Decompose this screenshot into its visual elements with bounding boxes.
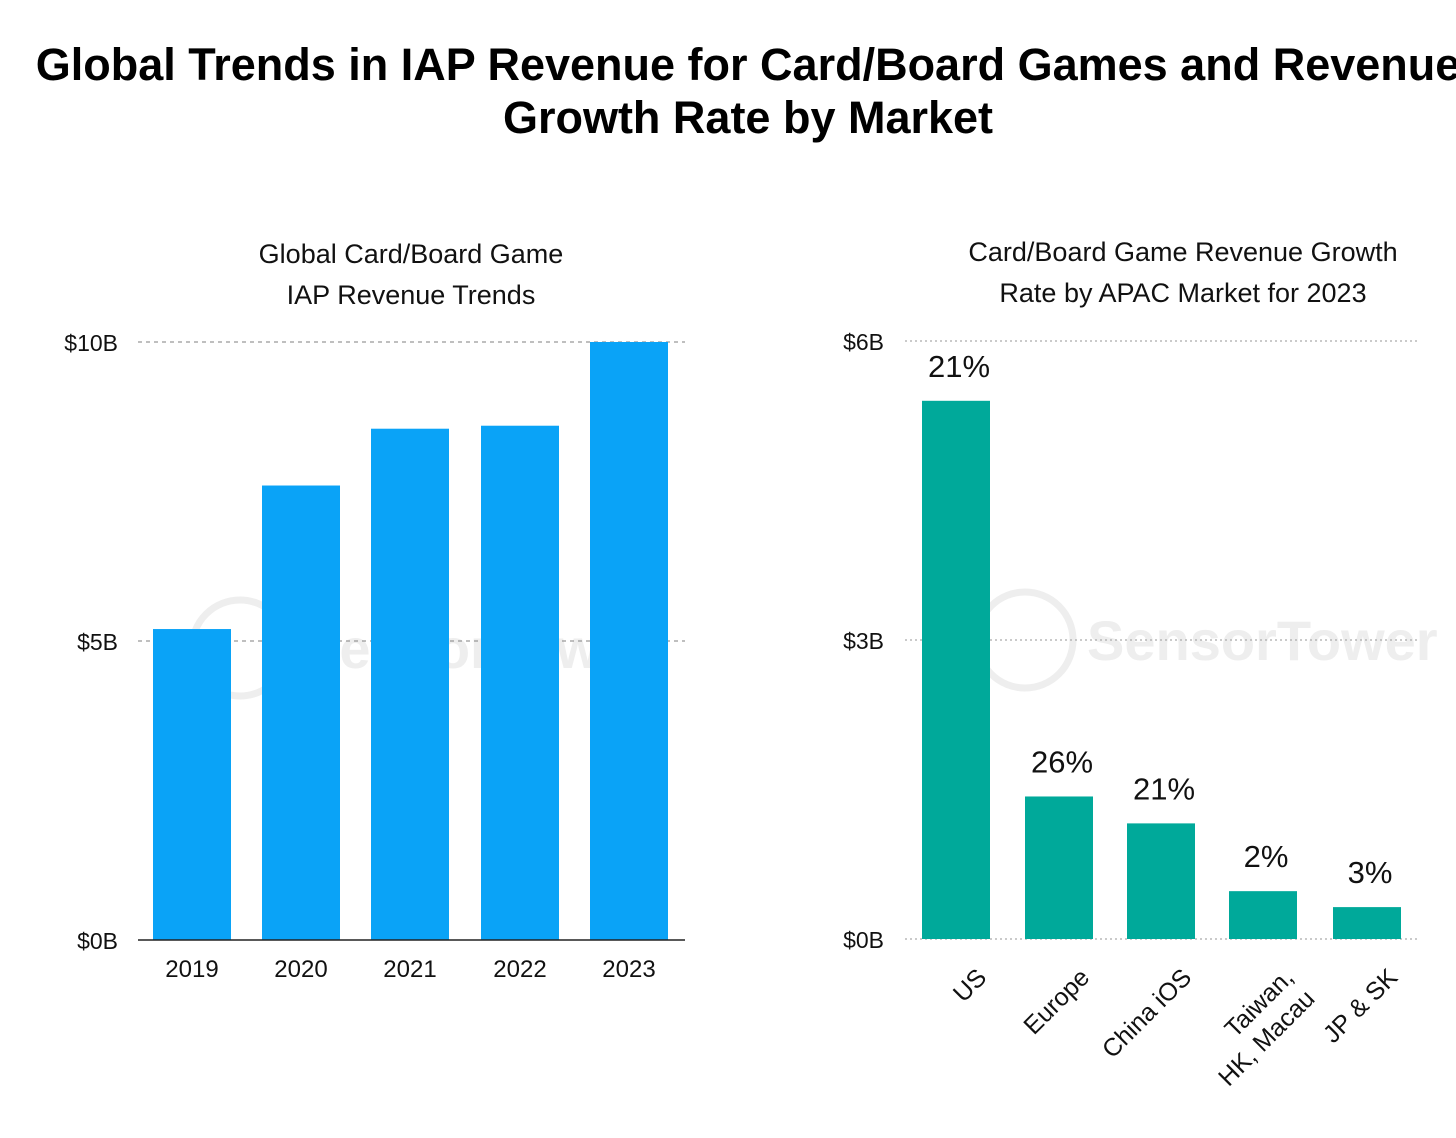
bar-2023: [590, 342, 668, 940]
bar-us: [922, 400, 990, 939]
x-tick-label: Europe: [1018, 963, 1095, 1040]
x-tick-label: US: [948, 963, 992, 1007]
x-tick-label: 2022: [493, 956, 546, 983]
y-tick-label: $6B: [843, 329, 884, 355]
data-label: 26%: [1031, 744, 1093, 779]
x-tick-label: China iOS: [1097, 963, 1197, 1063]
y-tick-label: $5B: [77, 629, 118, 655]
bar-europe: [1025, 796, 1093, 939]
x-tick-label: Taiwan,HK, Macau: [1213, 963, 1320, 1091]
bar-2021: [371, 428, 449, 940]
data-label: 21%: [1133, 771, 1195, 806]
x-tick-label: 2023: [602, 956, 655, 983]
x-tick-label: JP & SK: [1318, 963, 1404, 1049]
main-title: Global Trends in IAP Revenue for Card/Bo…: [35, 39, 1456, 143]
x-tick-label: 2020: [274, 956, 327, 983]
x-tick-label-line: JP & SK: [1318, 963, 1404, 1049]
x-tick-label: 2019: [165, 956, 218, 983]
chart-0-title: IAP Revenue Trends: [287, 280, 536, 310]
bar-2022: [481, 425, 559, 941]
chart-0-title: Global Card/Board Game: [259, 239, 564, 269]
bar-jp-sk: [1333, 907, 1401, 939]
y-tick-label: $3B: [843, 628, 884, 654]
y-tick-label: $10B: [64, 330, 118, 356]
chart-1-title: Card/Board Game Revenue Growth: [968, 237, 1397, 267]
bar-2020: [262, 485, 340, 940]
data-label: 2%: [1244, 839, 1289, 874]
x-tick-label-line: Europe: [1018, 963, 1095, 1040]
x-tick-label-line: US: [948, 963, 992, 1007]
y-tick-label: $0B: [843, 927, 884, 953]
x-tick-label-line: China iOS: [1097, 963, 1197, 1063]
y-tick-label: $0B: [77, 928, 118, 954]
bar-taiwan-hk-macau: [1229, 891, 1297, 939]
bar-2019: [153, 629, 231, 940]
data-label: 21%: [928, 349, 990, 384]
bar-china-ios: [1127, 823, 1195, 939]
data-label: 3%: [1348, 855, 1393, 890]
x-tick-label: 2021: [383, 956, 436, 983]
chart-1-title: Rate by APAC Market for 2023: [999, 278, 1366, 308]
